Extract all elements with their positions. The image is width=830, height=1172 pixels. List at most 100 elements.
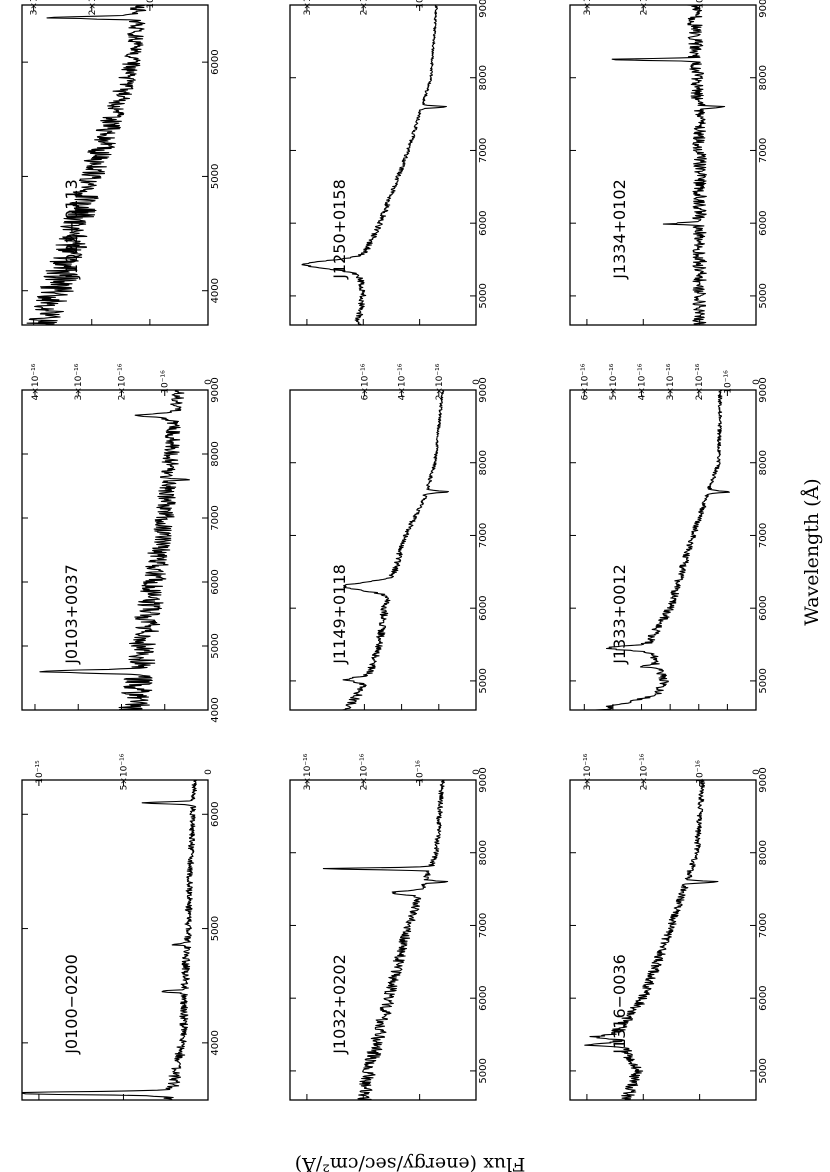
panel-frame: [289, 779, 477, 1101]
y-tick-label: 10⁻¹⁶: [146, 0, 156, 9]
spectrum-panel: 50006000700080009000010⁻¹⁶2×10⁻¹⁶3×10⁻¹⁶…: [289, 753, 489, 1101]
x-tick-label: 5000: [478, 668, 489, 693]
spectrum-line: [39, 389, 190, 711]
spectrum-line: [342, 389, 449, 711]
spectrum-line: [595, 389, 730, 711]
panel-frame: [289, 4, 477, 326]
x-tick-label: 5000: [758, 283, 769, 308]
flux-axis-label: Flux (energy/sec/cm²/Å): [295, 1153, 526, 1172]
object-name-label: J1250+0158: [330, 179, 349, 280]
x-tick-label: 9000: [758, 0, 769, 18]
x-tick-label: 8000: [478, 450, 489, 475]
x-tick-label: 4000: [210, 1030, 221, 1055]
x-tick-label: 8000: [478, 65, 489, 90]
panel-frame: [289, 389, 477, 711]
object-name-label: J0100−0200: [62, 954, 81, 1055]
x-tick-label: 5000: [758, 668, 769, 693]
y-tick-label: 10⁻¹⁶: [723, 370, 733, 394]
spectrum-panel: 50006000700080009000010⁻¹⁶2×10⁻¹⁶3×10⁻¹⁶…: [289, 0, 489, 326]
x-tick-label: 7000: [478, 138, 489, 163]
spectrum-line: [584, 779, 719, 1101]
x-tick-label: 7000: [758, 913, 769, 938]
panel-frame: [569, 4, 757, 326]
x-tick-label: 6000: [758, 595, 769, 620]
panel-frame: [569, 779, 757, 1101]
x-tick-label: 9000: [478, 377, 489, 402]
x-tick-label: 5000: [478, 283, 489, 308]
panel-frame: [21, 779, 209, 1101]
y-tick-label: 10⁻¹⁶: [161, 370, 171, 394]
y-tick-label: 0: [752, 379, 762, 385]
y-tick-label: 3×10⁻¹⁶: [30, 0, 40, 15]
x-tick-label: 9000: [478, 0, 489, 18]
wavelength-axis-label: Wavelength (Å): [801, 478, 823, 625]
spectrum-line: [611, 4, 726, 326]
y-tick-label: 0: [472, 379, 482, 385]
y-tick-label: 5×10⁻¹⁶: [609, 363, 619, 400]
x-tick-label: 7000: [758, 523, 769, 548]
y-tick-label: 0: [472, 769, 482, 775]
y-tick-label: 5×10⁻¹⁶: [119, 753, 129, 790]
y-tick-label: 2×10⁻¹⁶: [435, 363, 445, 400]
x-tick-label: 9000: [758, 377, 769, 402]
object-name-label: J1334+0102: [610, 179, 629, 280]
y-tick-label: 10⁻¹⁶: [696, 760, 706, 784]
y-tick-label: 3×10⁻¹⁶: [666, 363, 676, 400]
y-tick-label: 3×10⁻¹⁶: [583, 753, 593, 790]
spectrum-panel: 50006000700080009000010⁻¹⁶2×10⁻¹⁶3×10⁻¹⁶…: [569, 0, 769, 326]
object-name-label: J1316−0036: [610, 954, 629, 1055]
x-tick-label: 5000: [758, 1058, 769, 1083]
object-name-label: J1333+0012: [610, 564, 629, 665]
x-tick-label: 9000: [758, 767, 769, 792]
y-tick-label: 0: [204, 379, 214, 385]
y-tick-label: 10⁻¹⁶: [696, 0, 706, 9]
y-tick-label: 4×10⁻¹⁶: [398, 363, 408, 400]
y-tick-label: 4×10⁻¹⁶: [31, 363, 41, 400]
y-tick-label: 4×10⁻¹⁶: [638, 363, 648, 400]
x-tick-label: 6000: [210, 49, 221, 74]
y-tick-label: 2×10⁻¹⁶: [639, 0, 649, 15]
x-tick-label: 7000: [478, 523, 489, 548]
y-tick-label: 2×10⁻¹⁶: [359, 0, 369, 15]
x-tick-label: 8000: [758, 450, 769, 475]
y-tick-label: 0: [204, 769, 214, 775]
x-tick-label: 7000: [210, 505, 221, 530]
x-tick-label: 8000: [758, 65, 769, 90]
y-tick-label: 2×10⁻¹⁶: [117, 363, 127, 400]
spectrum-panel: 400050006000010⁻¹⁶2×10⁻¹⁶3×10⁻¹⁶J1022−01…: [21, 0, 221, 326]
y-tick-label: 0: [752, 769, 762, 775]
x-tick-label: 5000: [210, 164, 221, 189]
x-tick-label: 6000: [478, 985, 489, 1010]
x-tick-label: 9000: [478, 767, 489, 792]
x-tick-label: 5000: [210, 633, 221, 658]
x-tick-label: 5000: [478, 1058, 489, 1083]
x-tick-label: 8000: [210, 441, 221, 466]
y-tick-label: 3×10⁻¹⁶: [583, 0, 593, 15]
y-tick-label: 3×10⁻¹⁶: [303, 753, 313, 790]
spectrum-panel: 50006000700080009000010⁻¹⁶2×10⁻¹⁶3×10⁻¹⁶…: [569, 753, 769, 1101]
y-tick-label: 2×10⁻¹⁶: [88, 0, 98, 15]
object-name-label: J1149+0118: [330, 564, 349, 665]
x-tick-label: 9000: [210, 377, 221, 402]
x-tick-label: 4000: [210, 697, 221, 722]
x-tick-label: 4000: [210, 278, 221, 303]
y-tick-label: 2×10⁻¹⁶: [359, 753, 369, 790]
x-tick-label: 6000: [478, 210, 489, 235]
spectrum-line: [301, 4, 447, 326]
x-tick-label: 6000: [758, 210, 769, 235]
object-name-label: J1022−0113: [62, 179, 81, 280]
y-tick-label: 2×10⁻¹⁶: [639, 753, 649, 790]
object-name-label: J0103+0037: [62, 564, 81, 665]
spectrum-line: [26, 4, 147, 326]
x-tick-label: 7000: [478, 913, 489, 938]
y-tick-label: 10⁻¹⁶: [416, 760, 426, 784]
y-tick-label: 2×10⁻¹⁶: [695, 363, 705, 400]
y-tick-label: 10⁻¹⁶: [416, 0, 426, 9]
spectrum-line: [322, 779, 449, 1101]
x-tick-label: 6000: [758, 985, 769, 1010]
y-tick-label: 3×10⁻¹⁶: [303, 0, 313, 15]
panel-frame: [21, 4, 209, 326]
x-tick-label: 6000: [210, 569, 221, 594]
y-tick-label: 6×10⁻¹⁶: [580, 363, 590, 400]
